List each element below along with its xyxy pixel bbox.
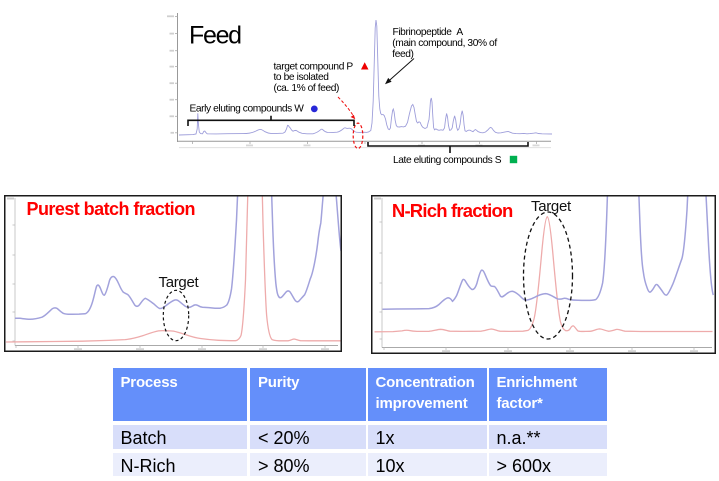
svg-text:(ca. 1% of feed): (ca. 1% of feed)	[274, 83, 340, 94]
svg-text:N-Rich fraction: N-Rich fraction	[392, 200, 513, 221]
svg-text:feed): feed)	[392, 49, 413, 60]
svg-text:target compound P: target compound P	[274, 61, 354, 72]
svg-text:Purest batch fraction: Purest batch fraction	[27, 199, 196, 219]
svg-text:(main compound, 30% of: (main compound, 30% of	[392, 38, 497, 49]
svg-text:to be isolated: to be isolated	[274, 72, 330, 83]
svg-text:Late eluting compounds S: Late eluting compounds S	[393, 155, 502, 166]
svg-text:Early eluting compounds W: Early eluting compounds W	[190, 104, 305, 115]
svg-text:Fibrinopeptide A: Fibrinopeptide A	[393, 27, 464, 38]
svg-text:Feed: Feed	[189, 22, 241, 50]
svg-text:Target: Target	[531, 198, 572, 215]
svg-text:Target: Target	[159, 274, 200, 291]
